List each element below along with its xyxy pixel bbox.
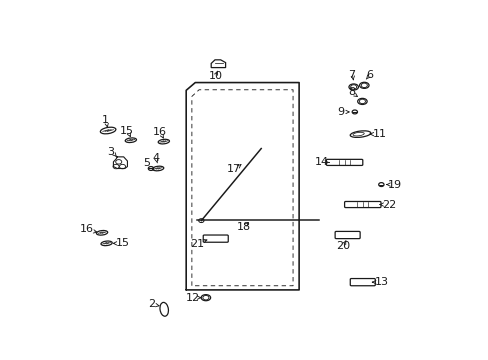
Text: 11: 11 — [372, 129, 386, 139]
Text: 15: 15 — [115, 238, 129, 248]
Text: 2: 2 — [147, 299, 155, 309]
Text: 22: 22 — [382, 199, 396, 210]
Text: 17: 17 — [226, 164, 241, 174]
Text: 16: 16 — [80, 225, 94, 234]
Text: 1: 1 — [102, 115, 108, 125]
Text: 13: 13 — [374, 277, 388, 287]
Text: 10: 10 — [208, 72, 222, 81]
Text: 3: 3 — [107, 147, 114, 157]
Text: 7: 7 — [347, 69, 354, 80]
Text: 21: 21 — [189, 239, 203, 249]
Text: 8: 8 — [347, 87, 354, 97]
Text: 9: 9 — [337, 107, 344, 117]
Text: 18: 18 — [236, 222, 250, 232]
Text: 12: 12 — [185, 293, 199, 303]
Text: 4: 4 — [152, 153, 159, 163]
Text: 14: 14 — [314, 157, 328, 167]
Text: 20: 20 — [335, 241, 349, 251]
Text: 19: 19 — [387, 180, 402, 190]
Text: 15: 15 — [120, 126, 134, 136]
Text: 6: 6 — [366, 69, 372, 80]
Text: 5: 5 — [142, 158, 150, 168]
Text: 16: 16 — [152, 127, 166, 137]
